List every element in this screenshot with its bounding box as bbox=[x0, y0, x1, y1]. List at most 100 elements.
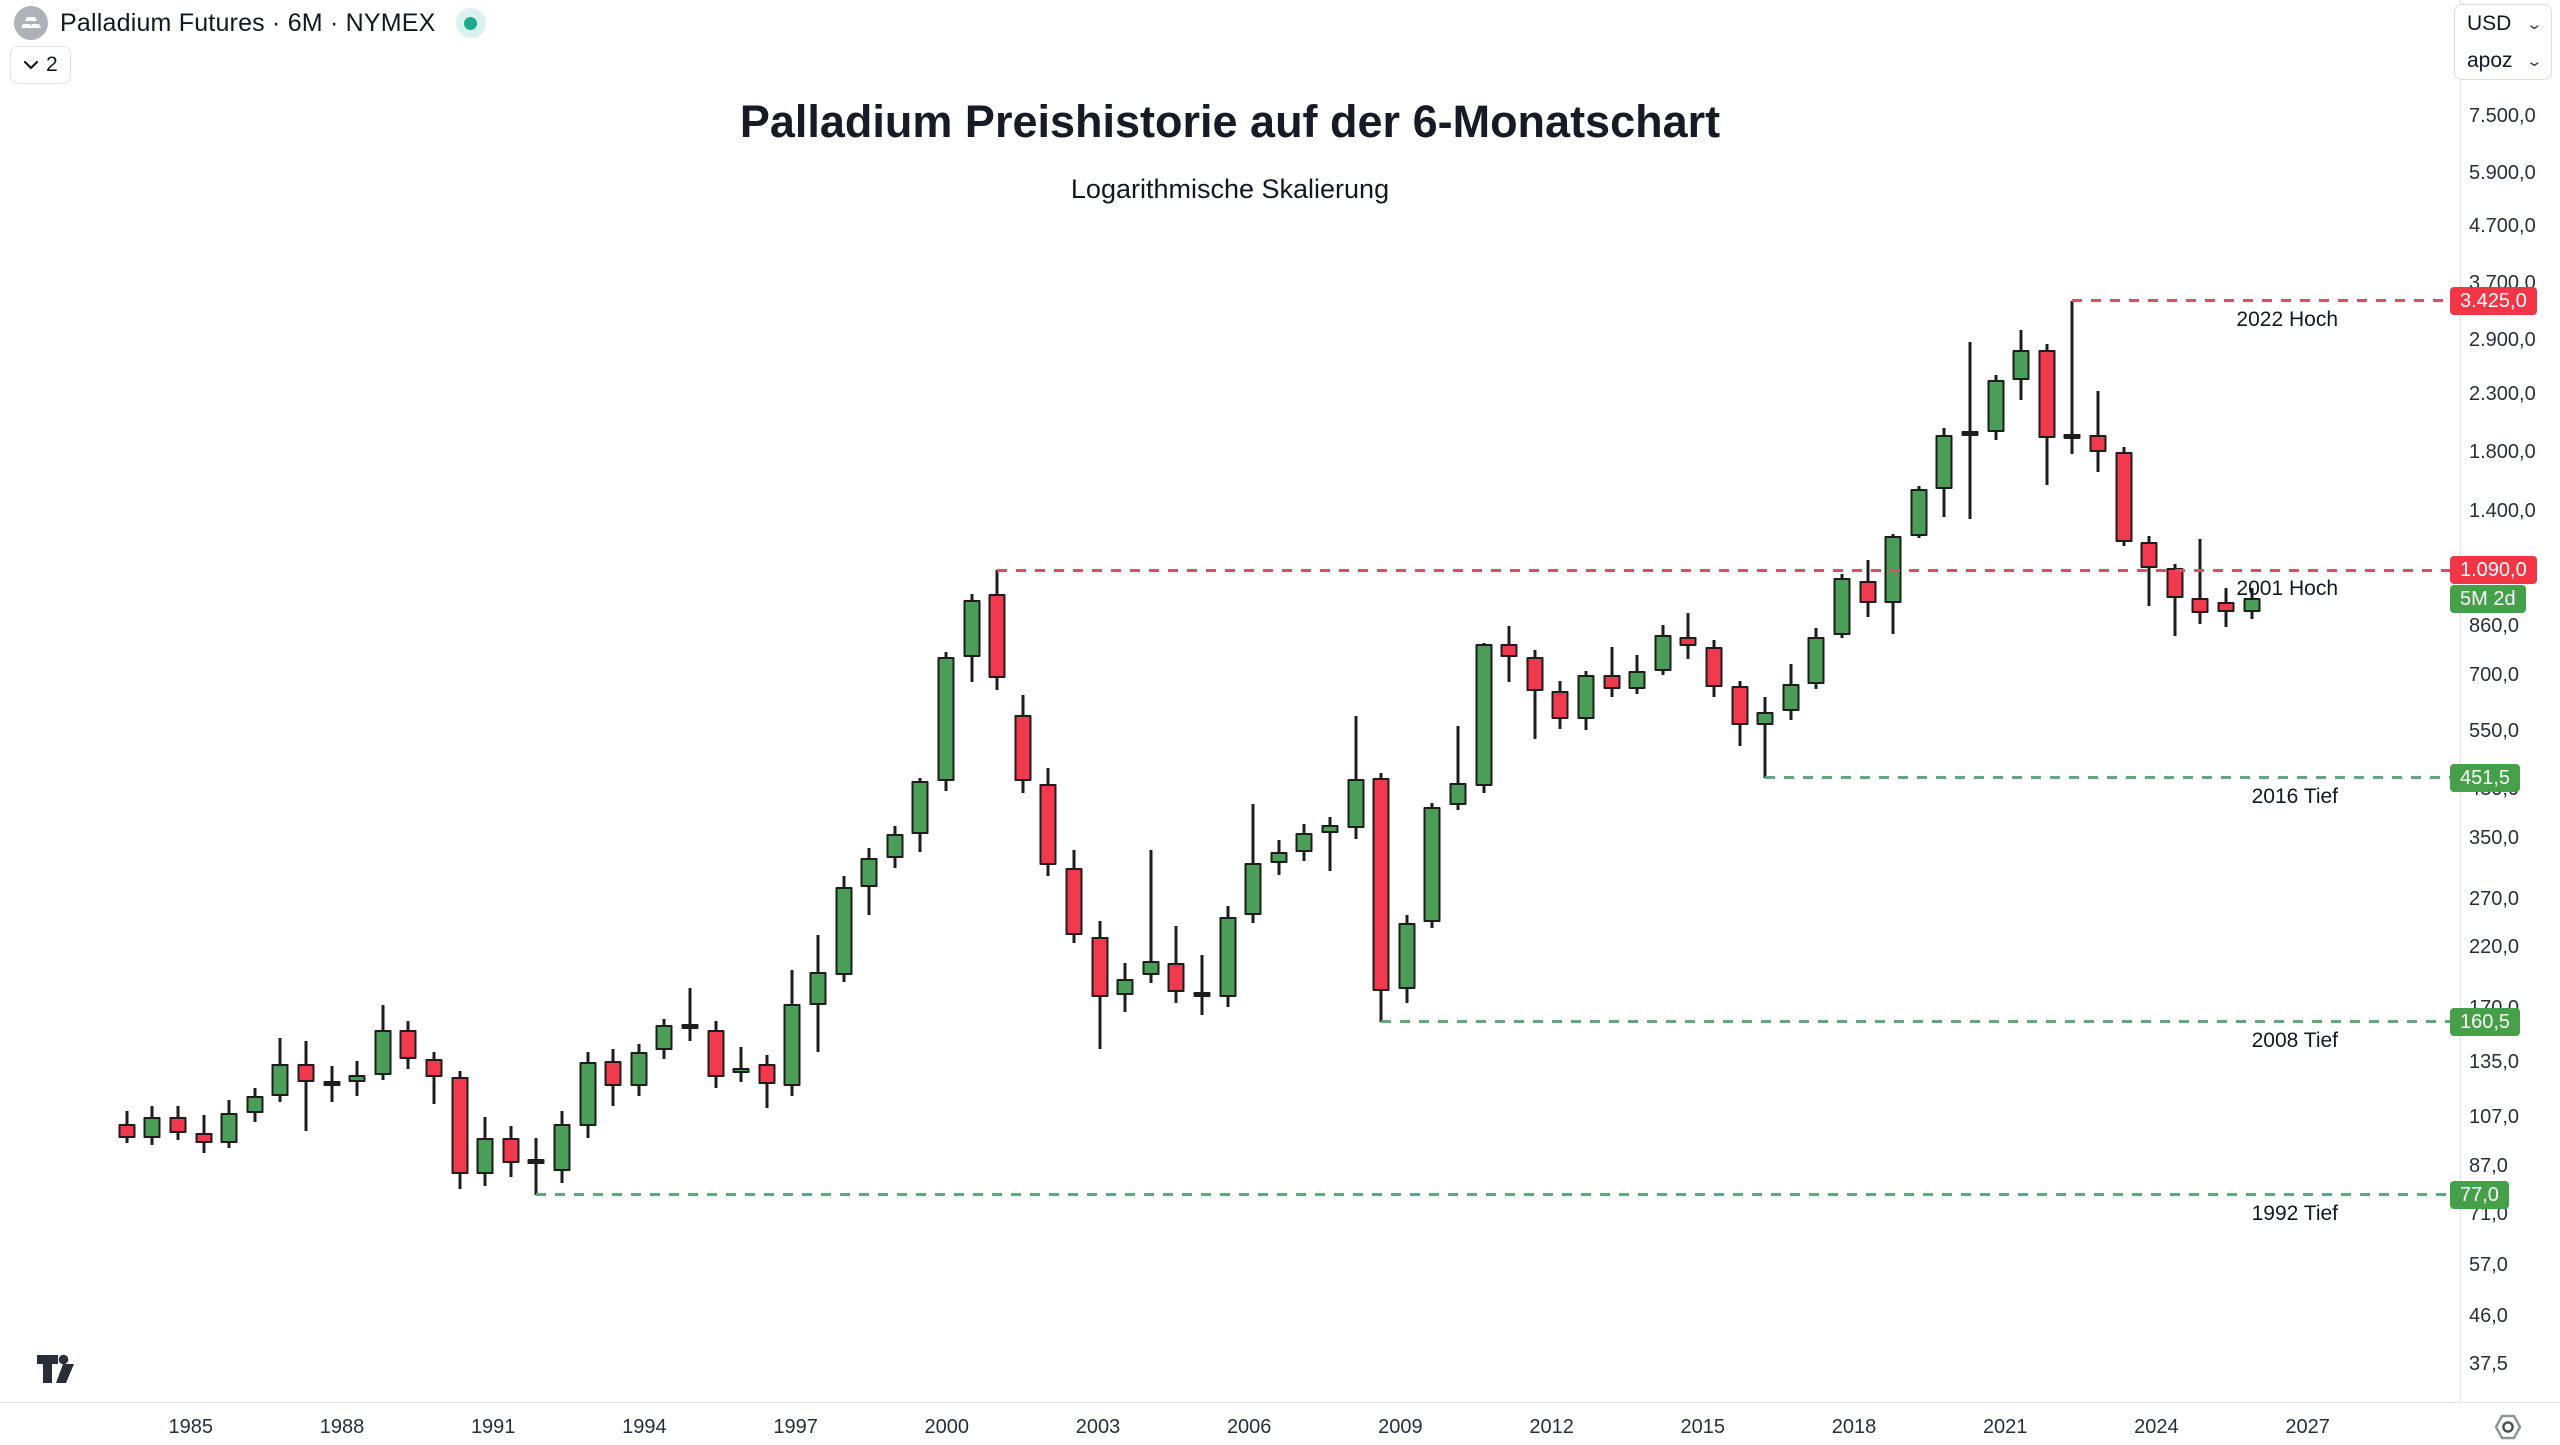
candle-1994-H1-up bbox=[630, 1052, 648, 1087]
candle-1993-H2-down bbox=[604, 1060, 622, 1087]
year-tick-1997: 1997 bbox=[773, 1416, 818, 1438]
price-line-hoch-2001[interactable] bbox=[997, 568, 2460, 572]
candle-2009-H1-up bbox=[1398, 922, 1416, 990]
candle-2000-H1-up bbox=[937, 656, 955, 782]
price-tick-57: 57,0 bbox=[2469, 1254, 2508, 1277]
palladium-ingots-icon[interactable] bbox=[14, 6, 48, 40]
candle-2006-H1-up bbox=[1244, 862, 1262, 916]
candle-wick-1995-H1 bbox=[688, 988, 692, 1041]
candle-2010-H2-up bbox=[1475, 644, 1493, 786]
candle-1990-H2-down bbox=[451, 1076, 469, 1175]
price-tick-7500: 7.500,0 bbox=[2469, 105, 2536, 128]
candle-wick-2010-H1 bbox=[1456, 726, 1460, 811]
candle-wick-2005-H1 bbox=[1200, 954, 1204, 1016]
chart-plot-area[interactable]: 2022 Hoch 2001 Hoch 2016 Tief 2008 Tief 1992… bbox=[0, 0, 2460, 1402]
candle-2021-H2-down bbox=[2038, 350, 2056, 439]
candle-1985-H2-down bbox=[195, 1133, 213, 1143]
candle-1993-H1-up bbox=[579, 1062, 597, 1127]
symbol-title[interactable]: Palladium Futures · 6M · NYMEX bbox=[60, 8, 436, 37]
candle-1994-H2-up bbox=[655, 1025, 673, 1051]
price-tick-1400: 1.400,0 bbox=[2469, 500, 2536, 523]
price-line-hoch-2022[interactable] bbox=[2072, 299, 2460, 303]
candle-1995-H2-down bbox=[707, 1029, 725, 1077]
year-tick-2021: 2021 bbox=[1982, 1416, 2028, 1438]
candle-2004-H2-down bbox=[1167, 962, 1185, 992]
object-tree-button[interactable]: 2 bbox=[10, 46, 71, 84]
candle-1991-H2-down bbox=[502, 1137, 520, 1164]
price-axis-separator bbox=[2460, 0, 2461, 1402]
chevron-down-icon: ⌄ bbox=[2525, 52, 2544, 70]
unit-dropdown[interactable]: apoz ⌄ bbox=[2455, 42, 2551, 79]
candle-wick-2011-H2 bbox=[1533, 650, 1537, 740]
candle-1992-H2-up bbox=[553, 1123, 571, 1172]
candle-wick-1990-H1 bbox=[432, 1052, 436, 1105]
candle-2000-H2-up bbox=[963, 600, 981, 657]
candle-2001-H2-down bbox=[1014, 714, 1032, 782]
market-status-icon[interactable] bbox=[455, 8, 486, 38]
year-tick-2006: 2006 bbox=[1226, 1416, 1272, 1438]
candle-2011-H1-down bbox=[1500, 644, 1518, 657]
candle-2017-H1-up bbox=[1807, 636, 1825, 684]
candle-1984-H1-down bbox=[118, 1123, 136, 1138]
candle-wick-2004-H1 bbox=[1149, 849, 1153, 984]
candle-wick-2022-H2 bbox=[2096, 391, 2100, 472]
candle-1988-H2-up bbox=[348, 1074, 366, 1083]
price-line-tief-2016[interactable] bbox=[1765, 776, 2460, 780]
year-tick-2012: 2012 bbox=[1529, 1416, 1574, 1438]
candle-2002-H2-down bbox=[1065, 868, 1083, 935]
candle-2024-H1-down bbox=[2166, 568, 2184, 598]
candle-wick-2022-H1 bbox=[2070, 300, 2074, 454]
tradingview-logo[interactable] bbox=[36, 1352, 82, 1386]
candle-2025-H2-up bbox=[2243, 598, 2261, 612]
candle-1998-H2-up bbox=[860, 857, 878, 888]
candle-2017-H2-up bbox=[1833, 577, 1851, 635]
price-tick-2900: 2.900,0 bbox=[2469, 328, 2536, 351]
candle-wick-2020-H1 bbox=[1968, 341, 1972, 520]
candle-2018-H1-down bbox=[1859, 581, 1877, 603]
candle-2008-H2-down bbox=[1372, 777, 1390, 991]
candle-1992-H1-down bbox=[527, 1159, 545, 1165]
chevron-down-icon: ⌄ bbox=[2525, 15, 2544, 33]
candle-2020-H2-up bbox=[1987, 379, 2005, 432]
unit-value: apoz bbox=[2467, 48, 2513, 72]
candle-2002-H1-down bbox=[1039, 784, 1057, 866]
candle-2011-H2-down bbox=[1526, 656, 1544, 692]
currency-dropdown[interactable]: USD ⌄ bbox=[2455, 5, 2551, 42]
candle-2007-H1-up bbox=[1295, 833, 1313, 852]
annotation-tief-2016: 2016 Tief bbox=[2251, 784, 2338, 808]
candle-2016-H2-up bbox=[1782, 684, 1800, 711]
currency-unit-panel: USD ⌄ apoz ⌄ bbox=[2454, 4, 2552, 80]
price-line-tief-1992[interactable] bbox=[536, 1193, 2460, 1197]
price-tick-87: 87,0 bbox=[2469, 1154, 2508, 1177]
price-tick-4700: 4.700,0 bbox=[2469, 215, 2536, 238]
candle-1986-H2-up bbox=[246, 1096, 264, 1113]
candle-2008-H1-up bbox=[1347, 778, 1365, 829]
candle-2012-H1-down bbox=[1551, 691, 1569, 719]
price-line-tief-2008[interactable] bbox=[1381, 1020, 2460, 1024]
candle-2024-H2-down bbox=[2191, 597, 2209, 613]
candle-1989-H1-up bbox=[374, 1029, 392, 1075]
candle-2010-H1-up bbox=[1449, 782, 1467, 806]
candle-wick-2008-H1 bbox=[1354, 715, 1358, 839]
price-tick-270: 270,0 bbox=[2469, 888, 2520, 911]
annotation-tief-1992: 1992 Tief bbox=[2251, 1201, 2338, 1225]
candle-1987-H1-up bbox=[271, 1064, 289, 1097]
object-tree-count: 2 bbox=[46, 53, 58, 76]
chevron-down-icon bbox=[23, 60, 39, 70]
candle-wick-1992-H1 bbox=[534, 1137, 538, 1195]
candle-1997-H1-up bbox=[783, 1003, 801, 1087]
price-badge-hoch-2001: 1.090,0 bbox=[2450, 556, 2537, 585]
axis-settings-icon[interactable] bbox=[2492, 1411, 2524, 1443]
candle-2003-H1-down bbox=[1091, 936, 1109, 998]
currency-value: USD bbox=[2467, 11, 2512, 35]
candle-2022-H1-up bbox=[2063, 433, 2081, 439]
candle-2013-H2-up bbox=[1628, 671, 1646, 690]
price-tick-5900: 5.900,0 bbox=[2469, 161, 2536, 184]
candle-1986-H1-up bbox=[220, 1112, 238, 1143]
candle-1996-H2-down bbox=[758, 1064, 776, 1085]
candle-1995-H1-up bbox=[681, 1023, 699, 1029]
candle-2015-H2-down bbox=[1731, 686, 1749, 726]
market-open-dot bbox=[464, 16, 478, 30]
candle-1997-H2-up bbox=[809, 972, 827, 1006]
candle-2012-H2-up bbox=[1577, 674, 1595, 719]
